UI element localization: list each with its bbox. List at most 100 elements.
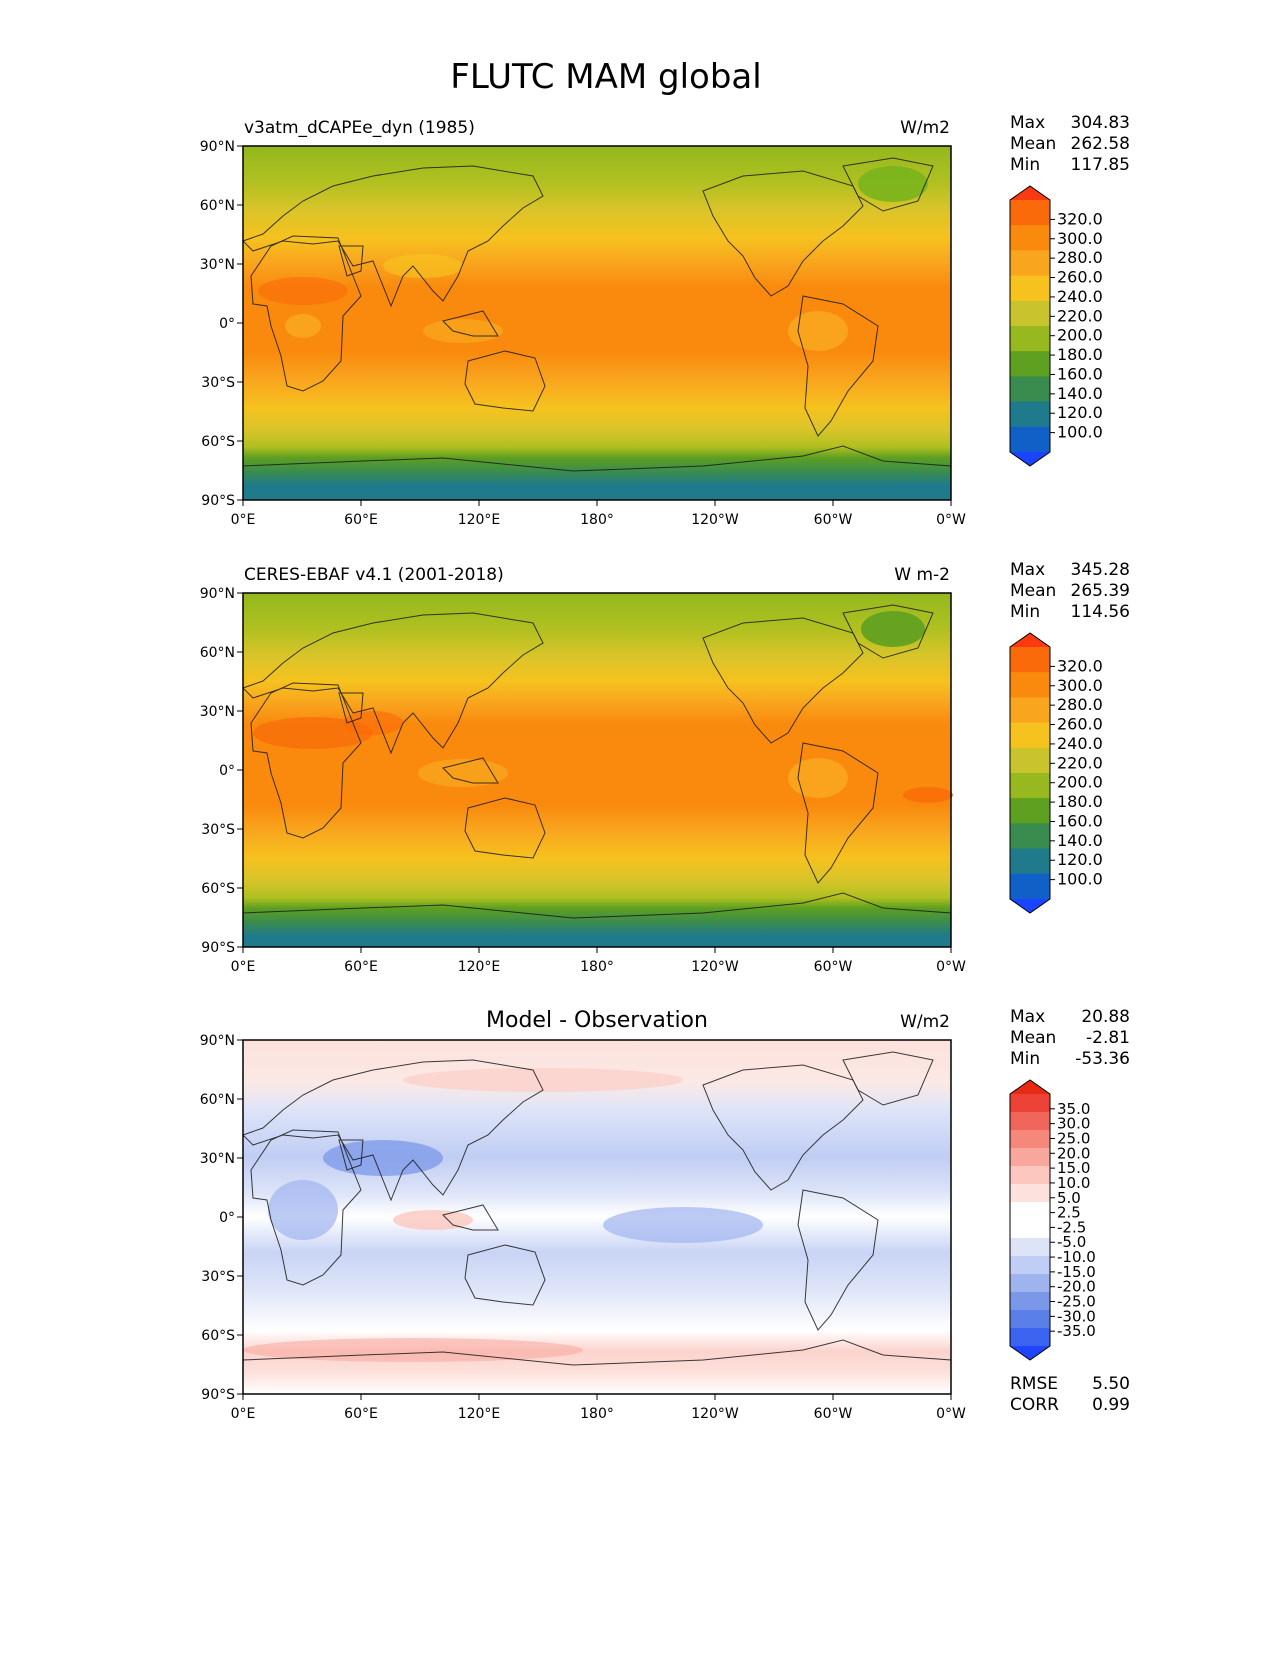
lon-tick-label: 60°W: [814, 959, 853, 975]
colorbar-tick-label: 100.0: [1057, 870, 1103, 889]
lon-tick-label: 0°E: [231, 959, 256, 975]
blob-diff-nh: [403, 1068, 683, 1092]
stat-mean-label: Mean: [1010, 581, 1056, 601]
colorbar-tick-label: 260.0: [1057, 715, 1103, 734]
colorbar-tick-label: 2.5: [1057, 1204, 1081, 1222]
colorbar-tick-label: -30.0: [1057, 1307, 1096, 1325]
stat-mean-label: Mean: [1010, 134, 1056, 154]
blob-obs-arabia: [343, 711, 403, 735]
lat-tick-label: 30°N: [200, 1151, 235, 1167]
stat-max-value: 20.88: [1081, 1007, 1130, 1027]
colorbar-segment: [1010, 1184, 1050, 1203]
lat-tick-label: 30°N: [200, 704, 235, 720]
stat-max-label: Max: [1010, 113, 1045, 133]
stat-mean-value: 265.39: [1071, 581, 1130, 601]
lon-tick-label: 120°W: [691, 959, 739, 975]
blob-model-tibet: [383, 254, 463, 278]
colorbar-model: 320.0300.0280.0260.0240.0220.0200.0180.0…: [1009, 185, 1103, 467]
blob-obs-atlantic: [903, 787, 953, 803]
colorbar-tick-label: 30.0: [1057, 1115, 1090, 1133]
colorbar-segment: [1010, 300, 1050, 327]
panel-model: v3atm_dCAPEe_dyn (1985) W/m2 90°N 60°N 30°…: [200, 113, 1130, 528]
colorbar-tick-label: 320.0: [1057, 656, 1103, 675]
lon-tick-label: 60°E: [344, 512, 378, 528]
figure-title: FLUTC MAM global: [450, 57, 761, 97]
colorbar-tick-label: 160.0: [1057, 364, 1103, 383]
lon-tick-label: 120°E: [458, 1406, 501, 1422]
colorbar-segment: [1010, 1130, 1050, 1149]
lon-tick-label: 0°E: [231, 1406, 256, 1422]
blob-diff-pacific: [603, 1207, 763, 1243]
lat-axis-obs: 90°N 60°N 30°N 0° 30°S 60°S 90°S: [200, 586, 243, 956]
stat-min-value: 117.85: [1071, 155, 1130, 175]
colorbar-tick-label: 300.0: [1057, 229, 1103, 248]
colorbar-segment: [1010, 401, 1050, 428]
stat-min-value: -53.36: [1075, 1049, 1130, 1069]
colorbar-segment: [1010, 250, 1050, 277]
colorbar-segment: [1010, 1256, 1050, 1275]
colorbar-tick-label: 220.0: [1057, 753, 1103, 772]
colorbar-segment: [1010, 722, 1050, 749]
colorbar-segment: [1010, 326, 1050, 352]
colorbar-outline: [1009, 185, 1051, 467]
panel-obs: CERES-EBAF v4.1 (2001-2018) W m-2 90°N 60…: [200, 560, 1130, 975]
colorbar-segment: [1010, 823, 1050, 850]
lon-tick-label: 180°: [580, 1406, 614, 1422]
colorbar-segment: [1010, 200, 1050, 226]
colorbar-segment: [1010, 376, 1050, 403]
lon-tick-label: 60°E: [344, 959, 378, 975]
map-diff: [242, 1039, 952, 1395]
blob-model-amazon: [788, 311, 848, 351]
metric-rmse-label: RMSE: [1010, 1374, 1058, 1394]
lat-tick-label: 30°S: [201, 822, 235, 838]
field-diff: [243, 1040, 951, 1394]
blob-model-greenland: [858, 166, 928, 202]
colorbar-tick-label: 20.0: [1057, 1144, 1090, 1162]
lat-axis-model: 90°N 60°N 30°N 0° 30°S 60°S 90°S: [200, 139, 243, 509]
blob-diff-africa: [268, 1180, 338, 1240]
lat-tick-label: 90°N: [200, 1033, 235, 1049]
colorbar-outline: [1009, 1079, 1051, 1361]
colorbar-tick-label: -25.0: [1057, 1293, 1096, 1311]
colorbar-tick-label: 240.0: [1057, 734, 1103, 753]
metrics-diff: RMSE 5.50 CORR 0.99: [1010, 1374, 1130, 1415]
stat-min-label: Min: [1010, 1049, 1040, 1069]
lat-tick-label: 60°N: [200, 1092, 235, 1108]
colorbar-tick-label: 35.0: [1057, 1100, 1090, 1118]
colorbar-tick-label: 10.0: [1057, 1174, 1090, 1192]
lat-tick-label: 90°N: [200, 139, 235, 155]
blob-diff-antarctic: [243, 1338, 583, 1362]
lat-tick-label: 90°N: [200, 586, 235, 602]
lon-tick-label: 120°W: [691, 1406, 739, 1422]
lon-axis-model: 0°E 60°E 120°E 180° 120°W 60°W 0°W: [231, 500, 966, 528]
map-model: [242, 145, 952, 501]
lat-tick-label: 60°S: [201, 434, 235, 450]
colorbar-segment: [1010, 1274, 1050, 1293]
colorbar-tick-label: 180.0: [1057, 792, 1103, 811]
colorbar-tick-label: 120.0: [1057, 403, 1103, 422]
colorbar-tick-label: -15.0: [1057, 1263, 1096, 1281]
lon-tick-label: 0°E: [231, 512, 256, 528]
panel-obs-left-title: CERES-EBAF v4.1 (2001-2018): [244, 565, 504, 585]
lon-tick-label: 60°W: [814, 512, 853, 528]
colorbar-segment: [1010, 848, 1050, 875]
colorbar-segment: [1010, 1112, 1050, 1131]
colorbar-segment: [1010, 873, 1050, 900]
lat-tick-label: 30°N: [200, 257, 235, 273]
colorbar-segment: [1010, 697, 1050, 724]
colorbar-segment: [1010, 351, 1050, 377]
colorbar-segment: [1010, 773, 1050, 799]
colorbar-tick-label: 320.0: [1057, 209, 1103, 228]
colorbar-segment: [1010, 647, 1050, 673]
stat-mean-value: 262.58: [1071, 134, 1130, 154]
colorbar-tick-label: 140.0: [1057, 384, 1103, 403]
colorbar-outline: [1009, 632, 1051, 914]
colorbar-tick-label: 200.0: [1057, 773, 1103, 792]
lat-tick-label: 60°S: [201, 881, 235, 897]
colorbar-tick-label: 180.0: [1057, 345, 1103, 364]
colorbar-segment: [1010, 1328, 1050, 1347]
colorbar-tick-label: 5.0: [1057, 1189, 1081, 1207]
colorbar-segment: [1010, 747, 1050, 774]
colorbar-tick-label: 300.0: [1057, 676, 1103, 695]
